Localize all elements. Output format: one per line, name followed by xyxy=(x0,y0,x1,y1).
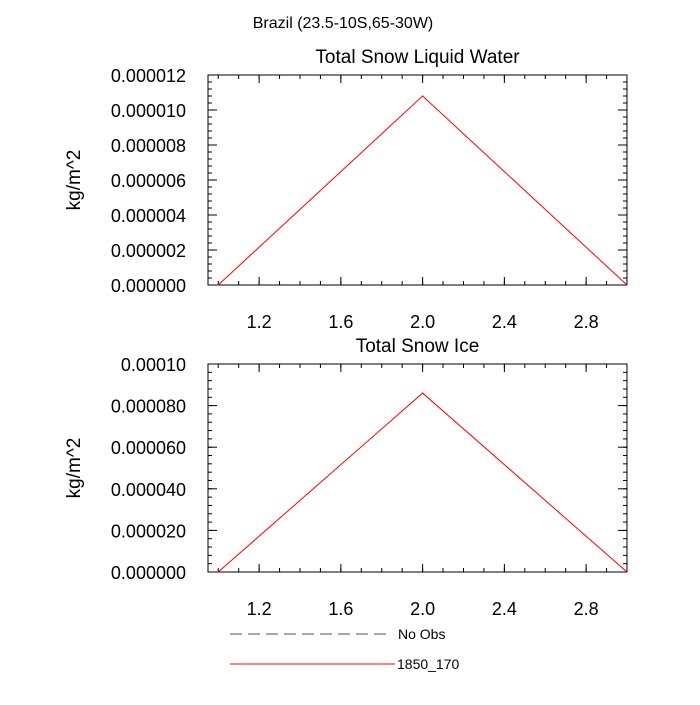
x-tick-label: 1.2 xyxy=(247,312,272,332)
plot-frame xyxy=(207,363,628,573)
x-tick-label: 2.0 xyxy=(410,312,435,332)
legend: No Obs 1850_170 xyxy=(230,626,460,672)
y-tick-label: 0.000020 xyxy=(111,521,186,541)
panel-snow-ice: Total Snow Ice kg/m^2 1.2 1.6 2.0 2.4 2.8 0.000… xyxy=(64,336,628,619)
x-tick-label: 2.8 xyxy=(574,599,599,619)
y-tick-label: 0.000012 xyxy=(111,66,186,86)
y-tick-label: 0.000010 xyxy=(111,101,186,121)
y-tick-label: 0.00010 xyxy=(121,355,186,375)
x-tick-label: 1.6 xyxy=(328,599,353,619)
y-tick-label: 0.000006 xyxy=(111,171,186,191)
y-tick-label: 0.000008 xyxy=(111,136,186,156)
y-tick-label: 0.000004 xyxy=(111,206,186,226)
chart-title: Total Snow Ice xyxy=(356,336,480,357)
panel-snow-liquid-water: Total Snow Liquid Water kg/m^2 1.2 1.6 2.0 2.… xyxy=(64,47,628,332)
series-line-1850_170 xyxy=(217,392,628,573)
x-tick-label: 1.6 xyxy=(328,312,353,332)
series-point xyxy=(422,95,424,97)
chart-title: Total Snow Liquid Water xyxy=(315,47,520,68)
y-tick-label: 0.000040 xyxy=(111,480,186,500)
x-tick-label: 2.4 xyxy=(492,599,517,619)
series-point xyxy=(626,284,628,286)
series-line-1850_170 xyxy=(217,95,628,286)
series-point xyxy=(626,571,628,573)
y-axis-label: kg/m^2 xyxy=(64,438,85,499)
x-tick-label: 2.8 xyxy=(574,312,599,332)
y-tick-label: 0.000000 xyxy=(111,563,186,583)
y-axis-label: kg/m^2 xyxy=(64,150,85,211)
y-tick-label: 0.000002 xyxy=(111,241,186,261)
x-tick-label: 1.2 xyxy=(247,599,272,619)
legend-label-1850-170: 1850_170 xyxy=(397,656,460,672)
series-point xyxy=(217,571,219,573)
y-tick-label: 0.000000 xyxy=(111,276,186,296)
y-tick-label: 0.000080 xyxy=(111,397,186,417)
legend-label-no-obs: No Obs xyxy=(398,626,445,642)
x-tick-label: 2.4 xyxy=(492,312,517,332)
y-tick-label: 0.000060 xyxy=(111,438,186,458)
x-tick-label: 2.0 xyxy=(410,599,435,619)
series-point xyxy=(217,284,219,286)
page-title: Brazil (23.5-10S,65-30W) xyxy=(253,15,434,32)
plot-frame xyxy=(207,74,628,286)
series-point xyxy=(422,392,424,394)
